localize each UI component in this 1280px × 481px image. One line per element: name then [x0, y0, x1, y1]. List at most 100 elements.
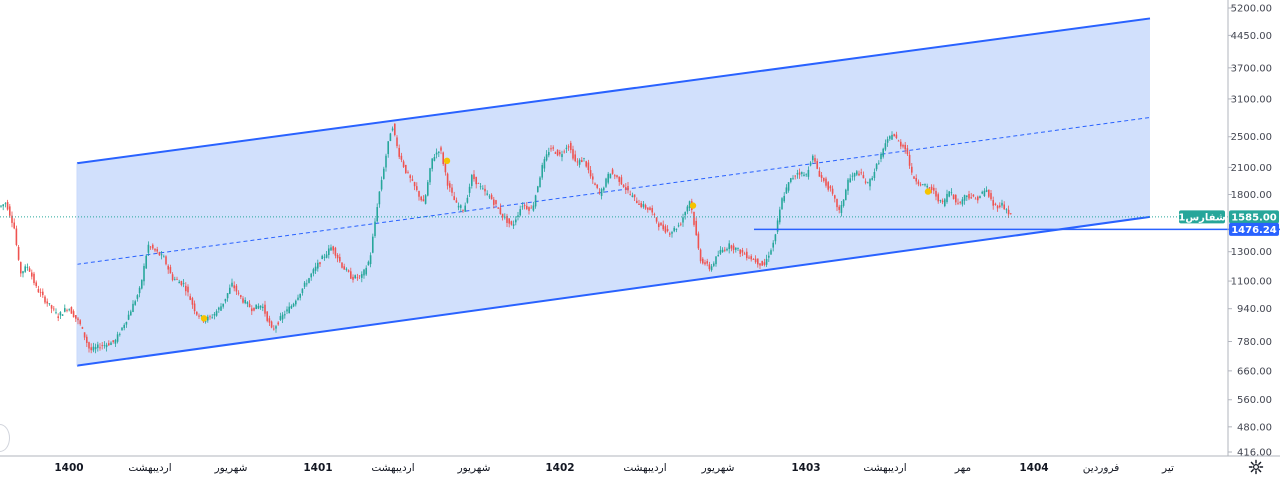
- candle-body: [807, 169, 810, 177]
- candle-body: [757, 258, 759, 265]
- candle-body: [185, 285, 187, 292]
- candle-body: [20, 262, 22, 274]
- candle-body: [926, 185, 928, 188]
- candle-body: [521, 206, 524, 208]
- time-tick-label: 1400: [54, 462, 83, 474]
- candle-body: [475, 176, 477, 185]
- channel-upper-line[interactable]: [76, 17, 1151, 165]
- candle-body: [838, 206, 840, 210]
- candle-body: [882, 148, 884, 157]
- candle-body: [651, 208, 653, 213]
- candle-body: [605, 178, 607, 187]
- candle-body: [937, 194, 939, 202]
- candle-body: [508, 218, 510, 224]
- candle-body: [24, 266, 26, 272]
- candle-body: [552, 147, 554, 149]
- event-marker[interactable]: [200, 315, 208, 322]
- candle-body: [860, 172, 862, 174]
- candle-body: [328, 248, 330, 255]
- candle-body: [697, 233, 700, 249]
- candle-body: [794, 175, 796, 177]
- candle-body: [840, 205, 843, 213]
- candle-body: [427, 182, 429, 196]
- candle-body: [26, 266, 29, 268]
- candle-body: [790, 178, 792, 183]
- candle-body: [297, 297, 299, 300]
- candle-body: [312, 269, 315, 274]
- candle-body: [990, 193, 992, 200]
- candle-body: [875, 163, 878, 170]
- candle-body: [627, 186, 629, 191]
- candle-body: [242, 298, 244, 303]
- price-tick-label: 940.00: [1237, 304, 1272, 315]
- candle-body: [897, 140, 900, 142]
- candle-body: [325, 254, 328, 258]
- candle-body: [721, 249, 724, 253]
- candle-body: [717, 255, 719, 257]
- candle-body: [387, 141, 389, 155]
- candle-body: [66, 309, 68, 311]
- candle-body: [488, 196, 491, 198]
- candle-body: [545, 154, 548, 161]
- candle-body: [112, 340, 114, 342]
- candle-body: [275, 326, 277, 329]
- candle-body: [493, 199, 495, 205]
- candle-body: [946, 193, 948, 202]
- event-marker[interactable]: [689, 202, 697, 209]
- candle-body: [255, 304, 257, 310]
- candle-body: [871, 177, 873, 180]
- candle-body: [548, 152, 550, 156]
- candle-body: [787, 182, 790, 191]
- candle-body: [587, 162, 590, 171]
- chart-settings-button[interactable]: [1236, 457, 1276, 477]
- candle-body: [68, 309, 70, 311]
- candle-body: [682, 217, 684, 223]
- candle-body: [83, 332, 86, 338]
- candle-body: [873, 171, 876, 178]
- candle-body: [279, 316, 282, 321]
- channel-median-line[interactable]: [76, 116, 1151, 265]
- candle-body: [391, 128, 394, 131]
- candle-body: [499, 207, 502, 215]
- candle-body: [343, 266, 345, 270]
- candle-body: [669, 233, 671, 235]
- candle-body: [169, 267, 172, 274]
- event-marker[interactable]: [443, 157, 451, 165]
- candle-body: [680, 223, 682, 225]
- candle-body: [253, 307, 255, 311]
- candle-body: [409, 175, 411, 179]
- time-tick-label: اردیبهشت: [623, 462, 666, 474]
- candle-body: [985, 190, 988, 192]
- candle-body: [911, 166, 913, 173]
- candle-body: [532, 205, 535, 211]
- candle-body: [600, 189, 603, 196]
- candle-body: [677, 225, 680, 227]
- candle-body: [796, 173, 799, 175]
- candle-body: [262, 306, 264, 309]
- candle-body: [983, 190, 986, 197]
- candle-body: [411, 179, 414, 181]
- candle-body: [614, 175, 616, 177]
- candle-body: [125, 321, 128, 325]
- candle-body: [739, 249, 741, 254]
- candle-body: [743, 253, 746, 255]
- candle-body: [365, 267, 367, 275]
- candle-body: [416, 186, 418, 190]
- candle-body: [220, 306, 222, 311]
- candle-body: [182, 283, 185, 284]
- candle-body: [72, 311, 75, 318]
- candle-body: [611, 169, 614, 174]
- candle-body: [785, 187, 788, 194]
- candle-body: [862, 175, 865, 179]
- channel-lower-line[interactable]: [76, 215, 1151, 367]
- event-marker[interactable]: [924, 188, 932, 195]
- candle-body: [424, 195, 427, 204]
- candle-body: [35, 282, 37, 287]
- candle-body: [323, 256, 326, 258]
- candle-body: [97, 344, 99, 348]
- candle-body: [693, 212, 695, 225]
- candle-body: [59, 312, 62, 316]
- candle-body: [515, 219, 517, 223]
